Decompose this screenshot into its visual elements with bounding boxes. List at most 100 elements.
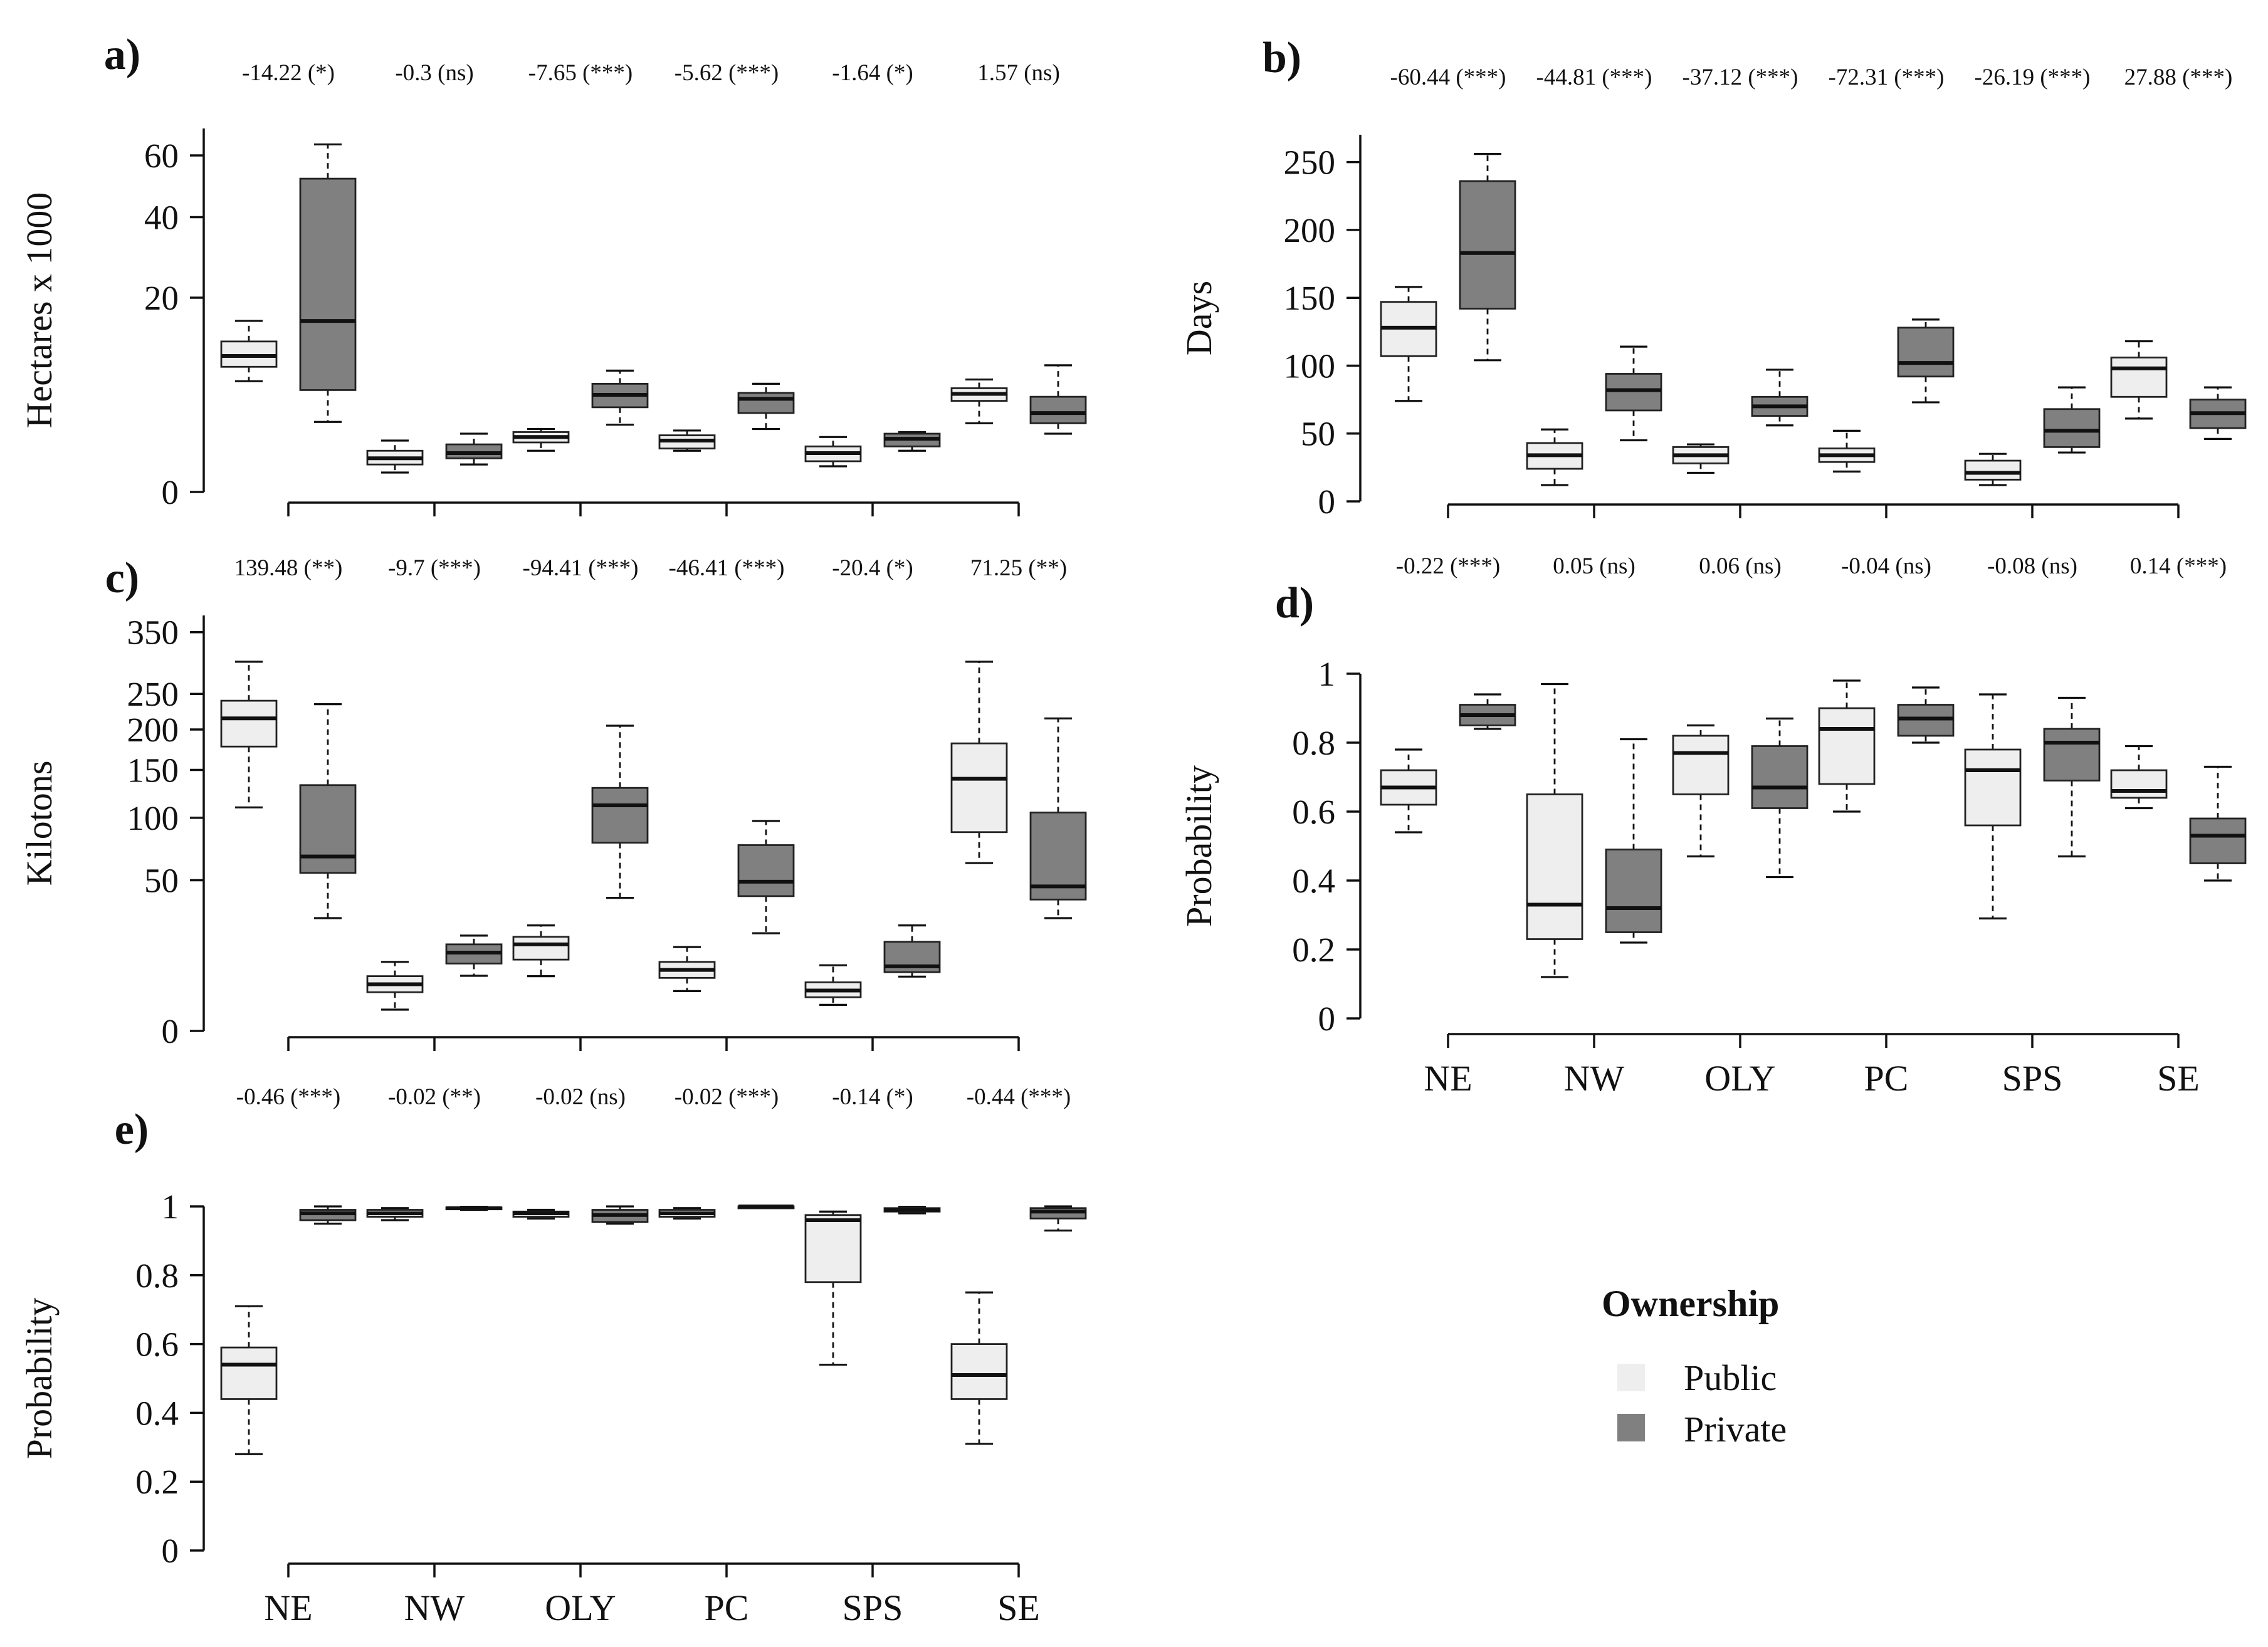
stat-label-c: 139.48 (**) <box>234 555 343 581</box>
box-body <box>2189 817 2247 864</box>
box-private-sps-c <box>883 924 941 978</box>
x-tick-label-e: SE <box>997 1587 1040 1628</box>
box-public-se-c <box>950 661 1008 864</box>
stat-label-b: -44.81 (***) <box>1536 65 1652 90</box>
stat-label-d: 0.06 (ns) <box>1699 553 1782 579</box>
x-tick-label-d: SPS <box>2002 1058 2063 1099</box>
box-public-pc-e <box>658 1207 716 1220</box>
box-body <box>950 742 1008 834</box>
stat-label-a: -1.64 (*) <box>832 60 913 86</box>
box-private-oly-d <box>1751 717 1809 879</box>
legend-swatch-private <box>1617 1414 1645 1441</box>
y-axis-title-c: Kilotons <box>19 761 60 886</box>
stat-label-d: -0.22 (***) <box>1396 553 1500 579</box>
legend-swatch-public <box>1617 1364 1645 1391</box>
y-tick-label-b: 50 <box>1301 415 1335 453</box>
box-public-pc-b <box>1818 429 1876 473</box>
y-tick-label-d: 1 <box>1318 655 1336 693</box>
stat-label-e: -0.14 (*) <box>832 1084 913 1110</box>
y-tick-label-c: 250 <box>127 675 179 713</box>
box-body <box>1964 748 2022 827</box>
y-tick-label-e: 0.4 <box>135 1394 179 1432</box>
y-tick-label-b: 0 <box>1318 483 1336 521</box>
y-tick-label-e: 1 <box>162 1188 179 1226</box>
y-tick-label-c: 350 <box>127 614 179 652</box>
stat-label-a: 1.57 (ns) <box>977 60 1060 86</box>
x-tick-label-d: PC <box>1864 1058 1909 1099</box>
stat-label-b: -72.31 (***) <box>1829 65 1945 90</box>
y-tick-label-d: 0.8 <box>1292 724 1335 762</box>
stat-label-e: -0.02 (**) <box>388 1084 481 1110</box>
box-private-ne-a <box>299 143 357 423</box>
x-tick-label-e: NW <box>404 1587 465 1628</box>
box-public-nw-c <box>366 961 424 1011</box>
box-private-pc-e <box>737 1205 795 1210</box>
box-private-nw-e <box>445 1205 503 1211</box>
stat-label-b: -37.12 (***) <box>1683 65 1798 90</box>
stat-label-c: 71.25 (**) <box>970 555 1067 581</box>
box-public-ne-e <box>220 1305 278 1455</box>
y-tick-label-d: 0.6 <box>1292 793 1335 831</box>
box-public-nw-d <box>1526 682 1583 978</box>
box-public-oly-b <box>1672 443 1730 474</box>
y-axis-title-d: Probability <box>1179 765 1219 927</box>
y-tick-label-b: 100 <box>1284 347 1336 385</box>
box-body <box>1526 793 1583 940</box>
box-public-ne-d <box>1380 748 1437 834</box>
box-body <box>737 392 795 414</box>
box-public-pc-a <box>658 429 716 452</box>
panel-label-e: e) <box>115 1106 149 1154</box>
y-tick-label-b: 150 <box>1284 279 1336 317</box>
box-body <box>299 784 357 874</box>
box-private-oly-b <box>1751 369 1809 427</box>
box-public-sps-b <box>1964 452 2022 486</box>
box-private-sps-d <box>2043 696 2101 858</box>
y-tick-label-d: 0.4 <box>1292 862 1335 900</box>
panel-e: e) Probability 0 0.2 0.4 0.6 0.8 1 NE NW OLY PC SPS S… <box>19 1084 1087 1628</box>
panel-label-d: d) <box>1275 579 1314 627</box>
legend-label-public: Public <box>1684 1357 1777 1398</box>
box-body <box>512 936 570 961</box>
x-tick-label-d: SE <box>2157 1058 2200 1099</box>
box-public-se-b <box>2110 340 2168 420</box>
box-private-ne-e <box>299 1205 357 1225</box>
panel-a: a) Hectares x 1000 0 20 40 60 -14.22 (*) -0.3 (… <box>19 31 1087 516</box>
legend-label-private: Private <box>1684 1409 1787 1450</box>
box-public-oly-e <box>512 1208 570 1220</box>
box-public-ne-b <box>1380 286 1437 402</box>
y-tick-label-d: 0 <box>1318 1000 1336 1038</box>
y-tick-label-e: 0.2 <box>135 1463 179 1501</box>
panel-d: d) Probability 0 0.2 0.4 0.6 0.8 1 NE NW OLY PC SPS S… <box>1179 553 2247 1099</box>
box-body <box>737 844 795 897</box>
y-tick-label-a: 40 <box>144 199 179 237</box>
y-tick-label-a: 60 <box>144 137 179 175</box>
y-tick-label-c: 50 <box>144 862 179 900</box>
x-tick-label-d: NE <box>1424 1058 1472 1099</box>
panel-label-b: b) <box>1263 34 1301 82</box>
box-body <box>1818 707 1876 785</box>
box-private-oly-a <box>591 369 649 426</box>
box-private-sps-a <box>883 431 941 452</box>
box-public-se-e <box>950 1291 1008 1445</box>
y-tick-label-c: 200 <box>127 711 179 749</box>
stat-label-d: -0.08 (ns) <box>1987 553 2077 579</box>
box-public-pc-c <box>658 946 716 992</box>
stat-label-c: -46.41 (***) <box>669 555 785 581</box>
box-private-se-c <box>1029 717 1087 919</box>
box-private-pc-a <box>737 382 795 431</box>
box-body <box>2043 408 2101 448</box>
box-private-oly-c <box>591 724 649 899</box>
box-private-ne-d <box>1459 693 1516 730</box>
box-private-pc-b <box>1897 318 1955 404</box>
box-private-oly-e <box>591 1205 649 1225</box>
y-axis-title-e: Probability <box>19 1298 60 1460</box>
y-tick-label-c: 150 <box>127 751 179 789</box>
box-public-sps-d <box>1964 693 2022 920</box>
y-axis-title-a: Hectares x 1000 <box>19 192 60 429</box>
panel-b: b) Days 0 50 100 150 200 250 -60.44 (***) -44.81 … <box>1179 34 2247 521</box>
panel-label-c: c) <box>105 554 139 602</box>
box-public-oly-c <box>512 924 570 978</box>
box-body <box>804 1214 862 1284</box>
